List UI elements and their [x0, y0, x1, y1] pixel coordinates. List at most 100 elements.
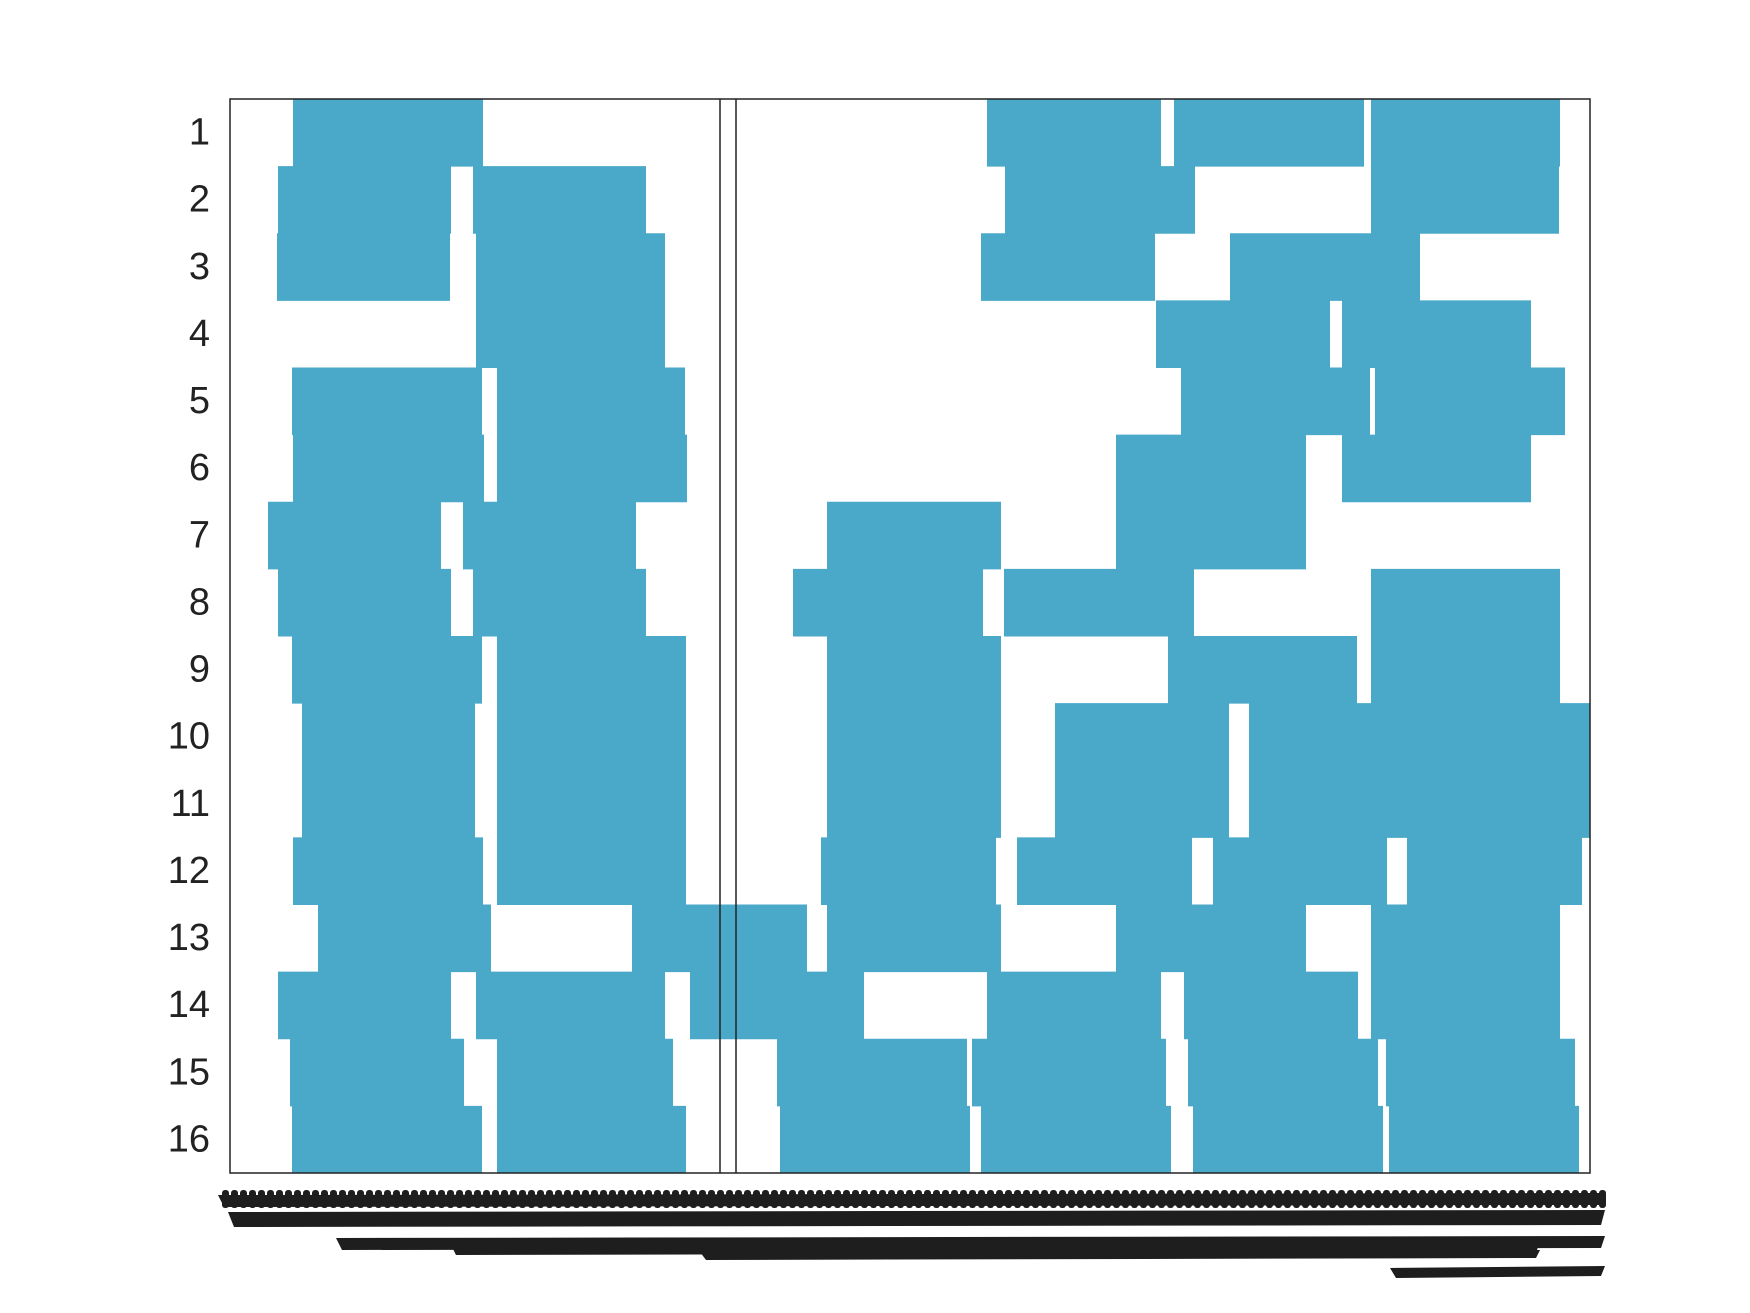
bar-row-9-segment-2 [497, 636, 686, 704]
x-tick-glyph [330, 1190, 337, 1208]
bar-row-16-segment-4 [981, 1105, 1171, 1174]
row-label-13: 13 [168, 917, 210, 959]
x-tick-glyph [654, 1190, 661, 1208]
bar-row-8-segment-2 [473, 568, 646, 637]
x-tick-glyph [1248, 1190, 1255, 1208]
x-tick-glyph [303, 1190, 310, 1208]
bar-row-3-segment-1 [277, 233, 450, 301]
x-tick-glyph [483, 1190, 490, 1208]
bar-row-11-segment-6 [1436, 770, 1590, 838]
x-tick-glyph [744, 1190, 751, 1208]
bar-row-5-segment-2 [497, 367, 685, 436]
bar-row-2-segment-1 [278, 166, 451, 234]
x-tick-glyph [1068, 1190, 1075, 1208]
bar-row-14-segment-3 [690, 971, 864, 1040]
x-tick-glyph [1554, 1190, 1561, 1208]
x-tick-glyph [1194, 1190, 1201, 1208]
x-tick-glyph [1563, 1190, 1570, 1208]
x-tick-glyph [1158, 1190, 1165, 1208]
bar-row-16-segment-3 [780, 1105, 970, 1174]
x-tick-glyph [690, 1190, 697, 1208]
bar-row-16-segment-6 [1389, 1105, 1579, 1174]
row-label-7: 7 [189, 514, 210, 556]
x-tick-glyph [1536, 1190, 1543, 1208]
x-tick-glyph [366, 1190, 373, 1208]
bar-row-3-segment-4 [1230, 233, 1420, 301]
x-tick-glyph [456, 1190, 463, 1208]
x-tick-glyph [798, 1190, 805, 1208]
x-tick-glyph [1581, 1190, 1588, 1208]
x-tick-glyph [1410, 1190, 1417, 1208]
bar-row-1-segment-1 [293, 99, 483, 167]
x-tick-glyph [240, 1190, 247, 1208]
x-tick-glyph [231, 1190, 238, 1208]
x-tick-glyph [1095, 1190, 1102, 1208]
x-tick-glyph [672, 1190, 679, 1208]
bar-row-8-segment-1 [278, 568, 451, 637]
x-tick-glyph [1149, 1190, 1156, 1208]
bar-row-14-segment-6 [1371, 971, 1560, 1040]
x-tick-glyph [600, 1190, 607, 1208]
x-tick-glyph [528, 1190, 535, 1208]
x-tick-glyph [1050, 1190, 1057, 1208]
x-tick-glyph [1239, 1190, 1246, 1208]
x-tick-glyph [1041, 1190, 1048, 1208]
x-tick-glyph [294, 1190, 301, 1208]
bar-row-9-segment-5 [1371, 636, 1560, 704]
bar-row-14-segment-2 [476, 971, 665, 1040]
bar-row-3-segment-2 [476, 233, 665, 301]
row-label-4: 4 [189, 313, 210, 355]
x-tick-glyph [411, 1190, 418, 1208]
x-tick-glyph [474, 1190, 481, 1208]
x-tick-glyph [465, 1190, 472, 1208]
bar-row-10-segment-1 [302, 703, 475, 771]
x-tick-glyph [1167, 1190, 1174, 1208]
bar-row-13-segment-3 [827, 904, 1001, 973]
x-tick-glyph [1122, 1190, 1129, 1208]
x-tick-glyph [861, 1190, 868, 1208]
x-tick-glyph [1293, 1190, 1300, 1208]
bar-row-8-segment-4 [1004, 568, 1194, 637]
x-tick-glyph [906, 1190, 913, 1208]
bar-row-3-segment-3 [981, 233, 1155, 301]
row-label-16: 16 [168, 1118, 210, 1160]
x-tick-glyph [1032, 1190, 1039, 1208]
bar-row-7-segment-3 [827, 501, 1001, 570]
bar-row-13-segment-5 [1371, 904, 1560, 973]
bar-row-2-segment-4 [1371, 166, 1559, 234]
x-tick-glyph [942, 1190, 949, 1208]
row-label-9: 9 [189, 649, 210, 691]
bar-row-9-segment-1 [292, 636, 482, 704]
x-tick-glyph [393, 1190, 400, 1208]
x-tick-glyph [1464, 1190, 1471, 1208]
x-tick-glyph [987, 1190, 994, 1208]
x-tick-glyph [1518, 1190, 1525, 1208]
x-tick-glyph [681, 1190, 688, 1208]
row-label-8: 8 [189, 581, 210, 623]
x-tick-glyph [834, 1190, 841, 1208]
x-tick-glyph [1428, 1190, 1435, 1208]
bar-row-10-segment-5 [1249, 703, 1438, 771]
x-tick-glyph [1374, 1190, 1381, 1208]
bar-row-4-segment-2 [1156, 300, 1330, 368]
x-tick-label-band-5 [700, 1250, 1540, 1260]
x-tick-glyph [627, 1190, 634, 1208]
bar-row-12-segment-4 [1017, 837, 1192, 905]
x-tick-glyph [789, 1190, 796, 1208]
x-tick-glyph [780, 1190, 787, 1208]
row-label-2: 2 [189, 179, 210, 221]
x-tick-glyph [249, 1190, 256, 1208]
x-tick-glyph [1077, 1190, 1084, 1208]
x-tick-glyph [339, 1190, 346, 1208]
x-tick-glyph [591, 1190, 598, 1208]
bar-row-1-segment-3 [1174, 99, 1364, 167]
x-tick-glyph [1500, 1190, 1507, 1208]
bar-row-11-segment-1 [302, 770, 475, 838]
bar-row-10-segment-4 [1055, 703, 1229, 771]
bar-row-11-segment-4 [1055, 770, 1229, 838]
bar-row-14-segment-4 [987, 971, 1161, 1040]
x-tick-glyph [618, 1190, 625, 1208]
x-tick-glyph [1113, 1190, 1120, 1208]
bar-row-16-segment-2 [497, 1105, 686, 1174]
